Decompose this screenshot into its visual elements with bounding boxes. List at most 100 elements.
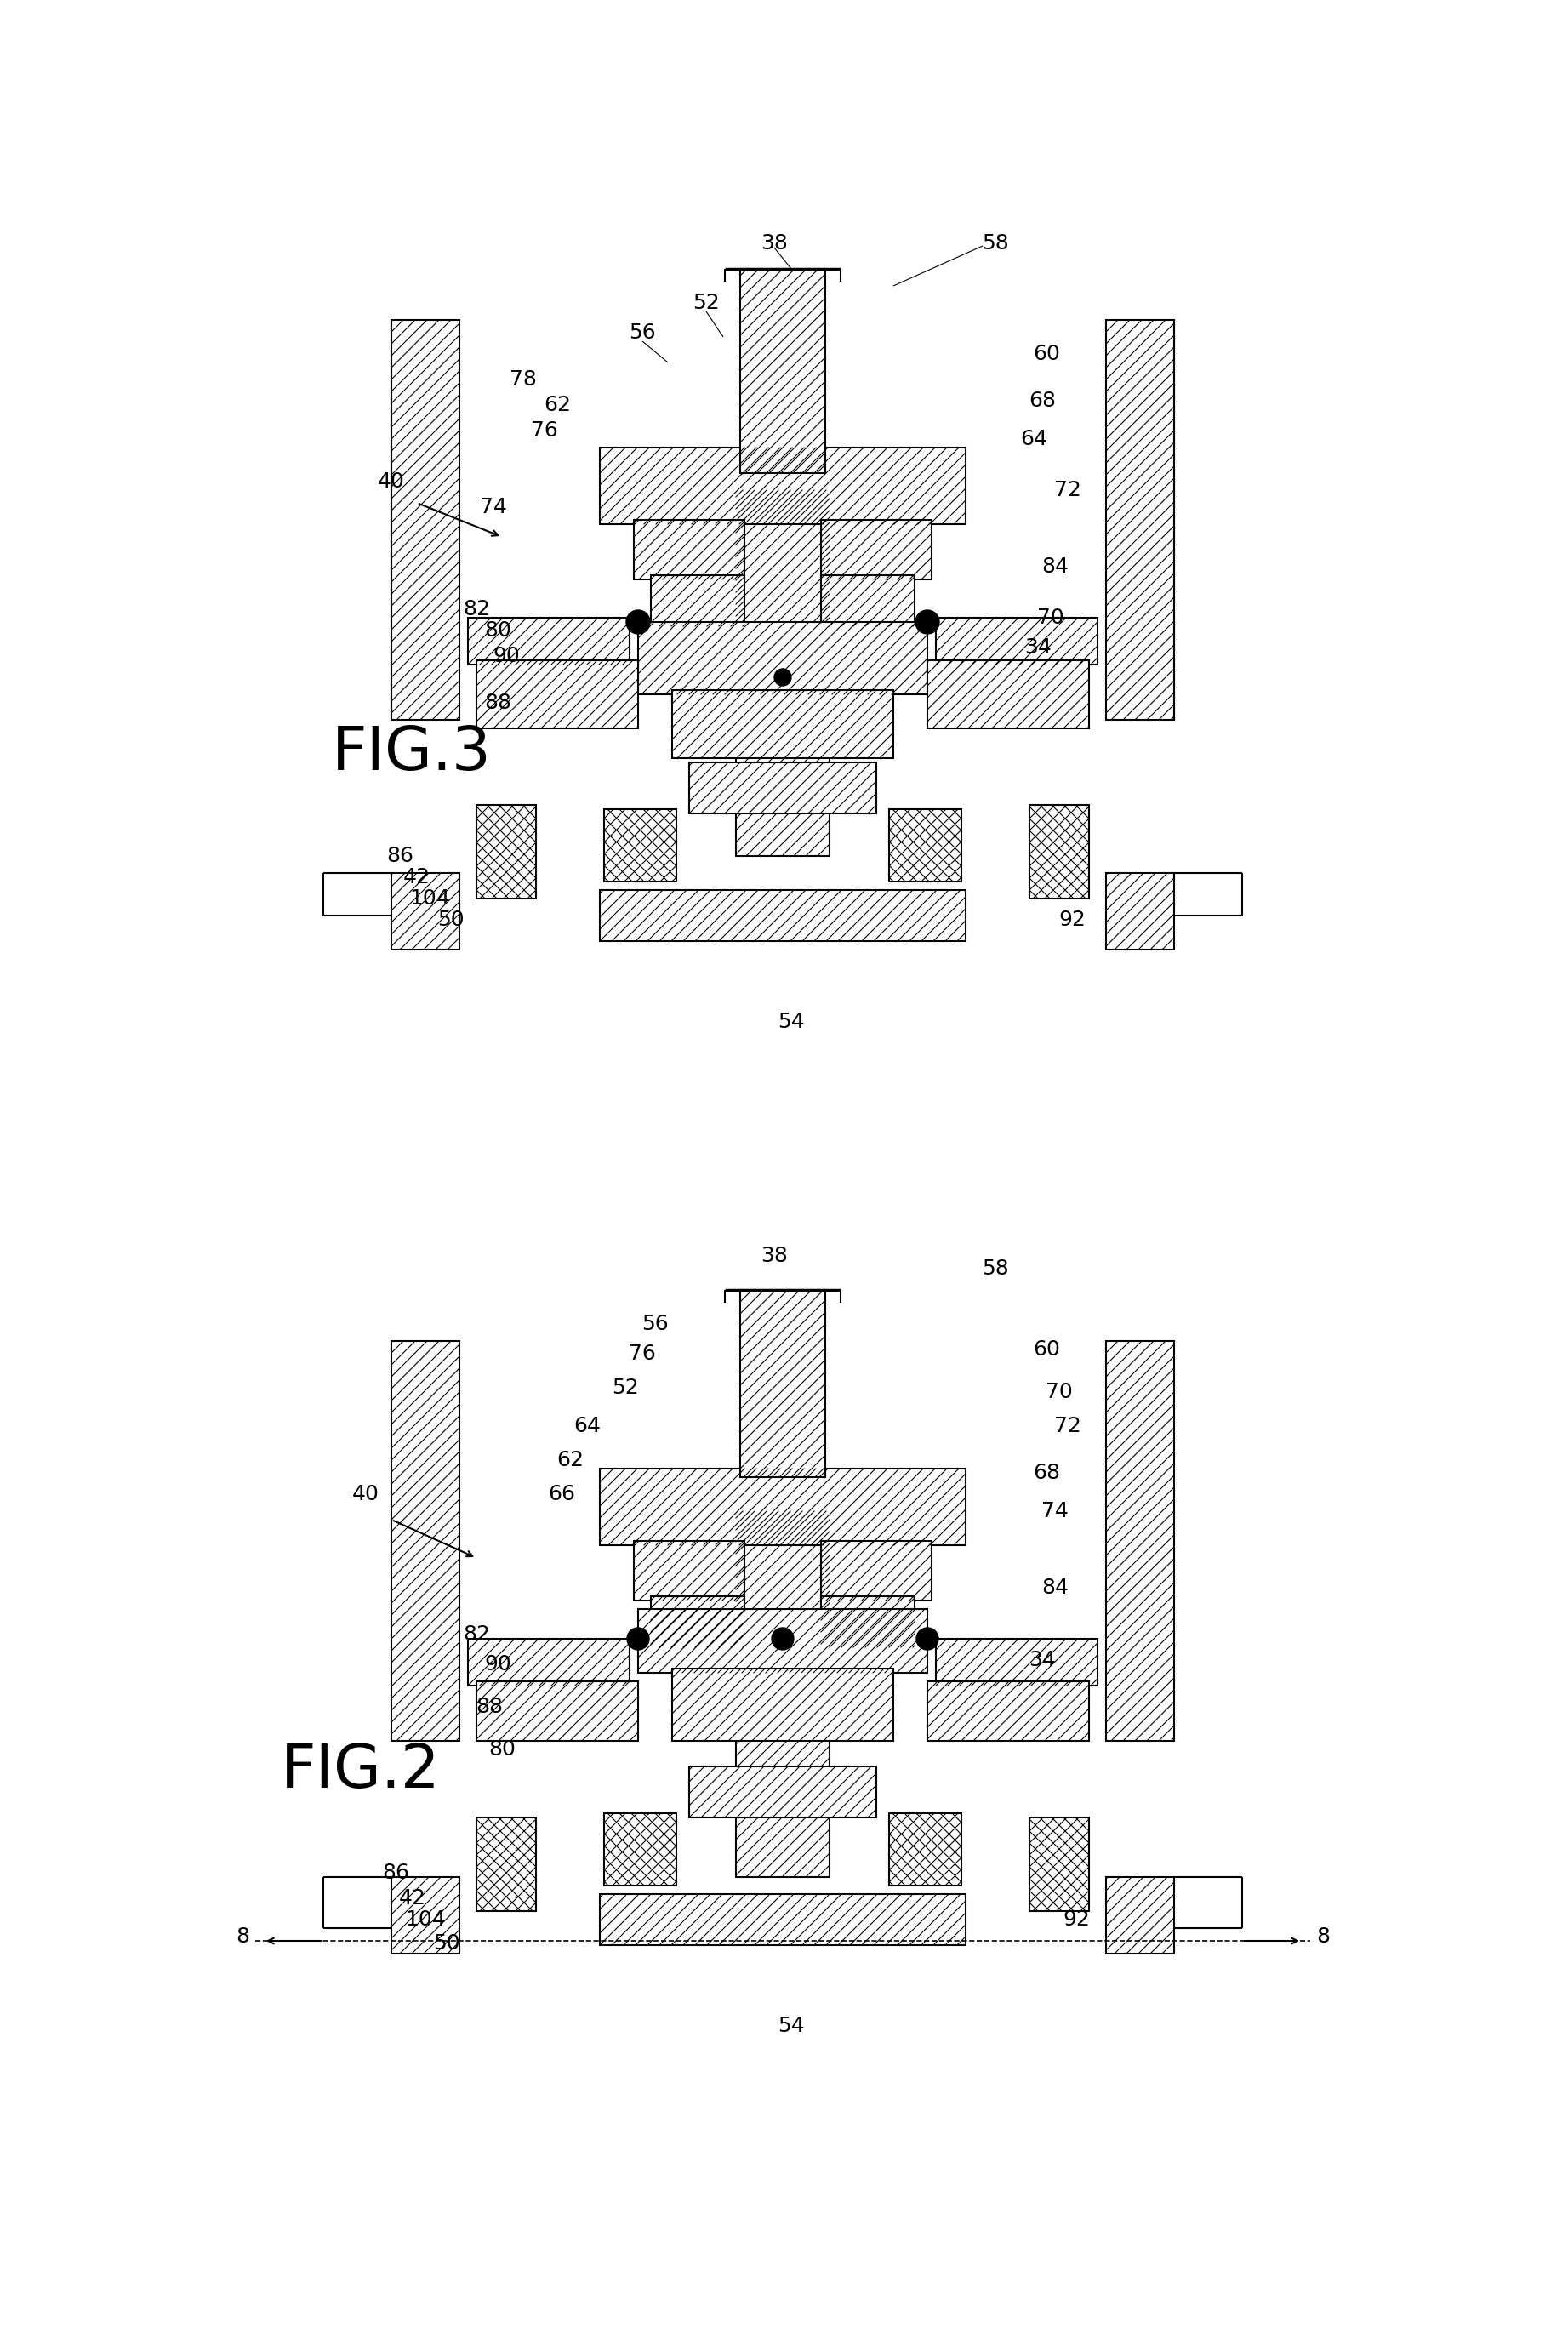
Bar [740,1290,825,1478]
Bar [601,1469,966,1546]
Text: 82: 82 [463,1625,491,1646]
Bar [477,1818,536,1911]
Bar [604,1814,676,1886]
Bar [1030,1818,1090,1911]
Bar [638,622,927,694]
Bar [633,1541,745,1602]
Bar [822,575,914,626]
Bar [392,1341,459,1741]
Text: 8: 8 [235,1925,249,1946]
Text: 42: 42 [403,866,431,887]
Bar [638,1609,927,1674]
Text: 84: 84 [1041,556,1068,577]
Bar [477,661,638,729]
Text: 62: 62 [544,396,571,414]
Text: 74: 74 [480,496,506,517]
Bar [740,268,825,473]
Bar [601,1895,966,1946]
Text: 76: 76 [532,421,558,440]
Text: 62: 62 [557,1450,583,1471]
Circle shape [771,1627,793,1651]
Bar [936,1639,1098,1685]
Text: 38: 38 [760,233,787,254]
Text: 34: 34 [1024,638,1052,659]
Bar [822,1541,931,1602]
Bar [392,873,459,950]
Bar [467,617,630,663]
Bar [735,1511,829,1876]
Text: 56: 56 [629,324,655,342]
Text: FIG.3: FIG.3 [332,724,492,782]
Bar [927,661,1090,729]
Text: 40: 40 [353,1483,379,1504]
Bar [1030,805,1090,899]
Bar [1105,873,1174,950]
Text: 68: 68 [1033,1462,1060,1483]
Bar [604,810,676,882]
Text: 104: 104 [405,1909,445,1930]
Text: 52: 52 [612,1378,638,1399]
Bar [673,689,894,759]
Text: 8: 8 [1316,1925,1330,1946]
Text: 52: 52 [693,293,720,314]
Text: 68: 68 [1029,391,1055,412]
Text: 64: 64 [574,1415,601,1436]
Bar [392,1876,459,1953]
Text: 86: 86 [386,845,414,866]
Text: 60: 60 [1033,345,1060,363]
Circle shape [916,610,939,633]
Text: 60: 60 [1033,1339,1060,1360]
Text: 66: 66 [547,1483,575,1504]
Circle shape [626,610,651,633]
Text: 70: 70 [1046,1383,1073,1401]
Text: 80: 80 [488,1739,516,1760]
Text: 90: 90 [492,645,519,666]
Text: 34: 34 [1029,1651,1055,1669]
Text: 42: 42 [398,1888,426,1909]
Bar [1105,319,1174,719]
Bar [633,519,745,580]
Bar [673,1669,894,1741]
Text: 82: 82 [463,598,491,619]
Bar [651,1597,745,1648]
Bar [822,1597,914,1648]
Bar [477,805,536,899]
Circle shape [916,1627,938,1651]
Text: 86: 86 [383,1862,409,1883]
Bar [889,810,961,882]
Text: FIG.2: FIG.2 [281,1741,441,1800]
Bar [467,1639,630,1685]
Text: 88: 88 [475,1697,503,1718]
Bar [651,575,745,626]
Text: 78: 78 [510,370,536,389]
Bar [601,447,966,524]
Text: 88: 88 [485,694,511,712]
Text: 80: 80 [485,619,511,640]
Text: 90: 90 [485,1655,511,1674]
Text: 58: 58 [982,233,1008,254]
Text: 54: 54 [778,2016,804,2037]
Text: 74: 74 [1041,1502,1068,1523]
Text: 84: 84 [1041,1578,1068,1597]
Text: 72: 72 [1054,480,1082,501]
Text: 92: 92 [1063,1909,1090,1930]
Text: 72: 72 [1054,1415,1082,1436]
Bar [936,617,1098,663]
Text: 104: 104 [409,889,450,908]
Text: 56: 56 [641,1313,668,1334]
Bar [690,1767,877,1818]
Bar [477,1681,638,1741]
Bar [1105,1876,1174,1953]
Text: 40: 40 [378,470,405,491]
Bar [690,761,877,812]
Circle shape [775,668,792,687]
Bar [889,1814,961,1886]
Bar [392,319,459,719]
Text: 92: 92 [1058,910,1085,929]
Text: 54: 54 [778,1013,804,1031]
Text: 76: 76 [629,1343,655,1364]
Text: 50: 50 [437,910,464,929]
Bar [927,1681,1090,1741]
Bar [601,889,966,941]
Text: 38: 38 [760,1245,787,1266]
